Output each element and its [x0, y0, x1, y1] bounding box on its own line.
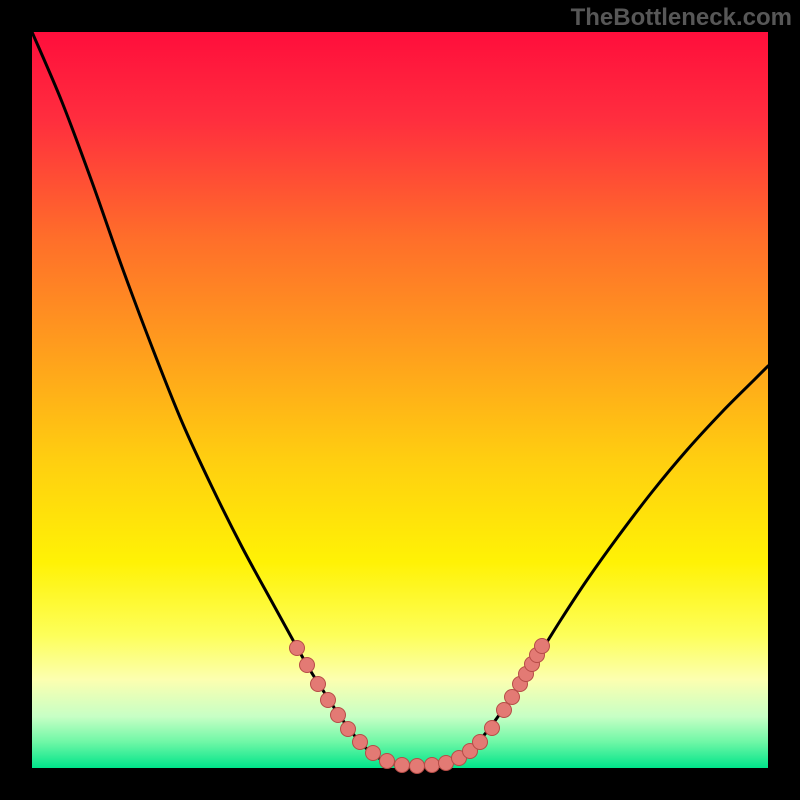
data-dot: [289, 640, 305, 656]
chart-stage: TheBottleneck.com: [0, 0, 800, 800]
data-dot: [409, 758, 425, 774]
curve-layer: [32, 32, 768, 768]
data-dot: [330, 707, 346, 723]
data-dot: [484, 720, 500, 736]
data-dot: [379, 753, 395, 769]
plot-area: [32, 32, 768, 768]
data-dot: [534, 638, 550, 654]
data-dot: [394, 757, 410, 773]
data-dot: [340, 721, 356, 737]
data-dot: [472, 734, 488, 750]
watermark-text: TheBottleneck.com: [571, 4, 792, 32]
data-dot: [310, 676, 326, 692]
data-dot: [320, 692, 336, 708]
data-dot: [299, 657, 315, 673]
bottleneck-curve: [32, 32, 768, 766]
